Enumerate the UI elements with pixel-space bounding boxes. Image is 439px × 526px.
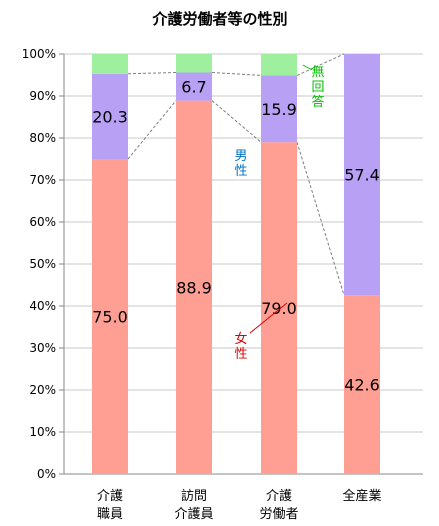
data-labels: 75.0 20.3 88.9 6.7 79.0 15.9 42.6 57.4: [92, 78, 380, 395]
bar-segment: [92, 159, 128, 474]
x-category-label: 職員: [97, 507, 123, 522]
connector-lines: [127, 53, 345, 296]
bar-segment: [92, 54, 128, 74]
y-tick-label: 0%: [37, 467, 56, 481]
y-axis: 0% 10% 20% 30% 40% 50% 60% 70% 80% 90% 100%: [22, 47, 423, 481]
connector-line: [211, 71, 262, 76]
annotation-leader: [249, 302, 288, 334]
bar-segment: [176, 54, 212, 73]
data-label: 88.9: [176, 278, 212, 297]
y-tick-label: 10%: [29, 425, 56, 439]
data-label: 15.9: [261, 100, 297, 119]
annotation-label: 男: [234, 149, 247, 164]
annotation-label: 回: [311, 80, 324, 95]
connector-line: [296, 142, 345, 296]
data-label: 79.0: [261, 299, 297, 318]
y-tick-label: 70%: [29, 173, 56, 187]
y-tick-label: 80%: [29, 131, 56, 145]
y-tick-label: 60%: [29, 215, 56, 229]
bar-segment: [92, 73, 128, 159]
connector-line: [296, 53, 345, 76]
annotation-label: 性: [234, 347, 247, 362]
y-tick-label: 90%: [29, 89, 56, 103]
x-category-label: 全産業: [342, 488, 381, 504]
bar-segment: [176, 100, 212, 475]
data-label: 20.3: [92, 107, 128, 126]
y-tick-label: 40%: [29, 299, 56, 313]
annotation-label: 性: [234, 164, 247, 179]
bar-segment: [261, 54, 297, 76]
x-category-label: 介護員: [174, 506, 213, 522]
connector-line: [127, 71, 177, 75]
bar-segment: [344, 54, 380, 296]
bars: [92, 54, 380, 475]
y-tick-label: 30%: [29, 341, 56, 355]
annotation-label: 答: [311, 94, 324, 110]
y-tick-label: 50%: [29, 257, 56, 271]
annotation-leader: [302, 64, 313, 71]
y-tick-label: 20%: [29, 383, 56, 397]
annotation-label: 女: [234, 331, 247, 347]
y-tick-label: 100%: [22, 47, 56, 61]
annotation-label: 無: [311, 65, 324, 80]
connector-line: [211, 100, 262, 143]
bar-segment: [344, 295, 380, 474]
x-category-label: 労働者: [259, 507, 298, 522]
chart-title: 介護労働者等の性別: [151, 10, 287, 28]
data-label: 42.6: [344, 376, 380, 395]
data-label: 57.4: [344, 166, 380, 185]
bar-segment: [261, 75, 297, 143]
bar-segment: [261, 142, 297, 474]
x-category-label: 介護: [266, 488, 292, 504]
x-category-label: 訪問: [181, 488, 207, 504]
bar-segment: [176, 72, 212, 101]
x-category-label: 介護: [97, 488, 123, 504]
data-label: 6.7: [181, 78, 206, 97]
connector-line: [127, 100, 177, 160]
data-label: 75.0: [92, 308, 128, 327]
